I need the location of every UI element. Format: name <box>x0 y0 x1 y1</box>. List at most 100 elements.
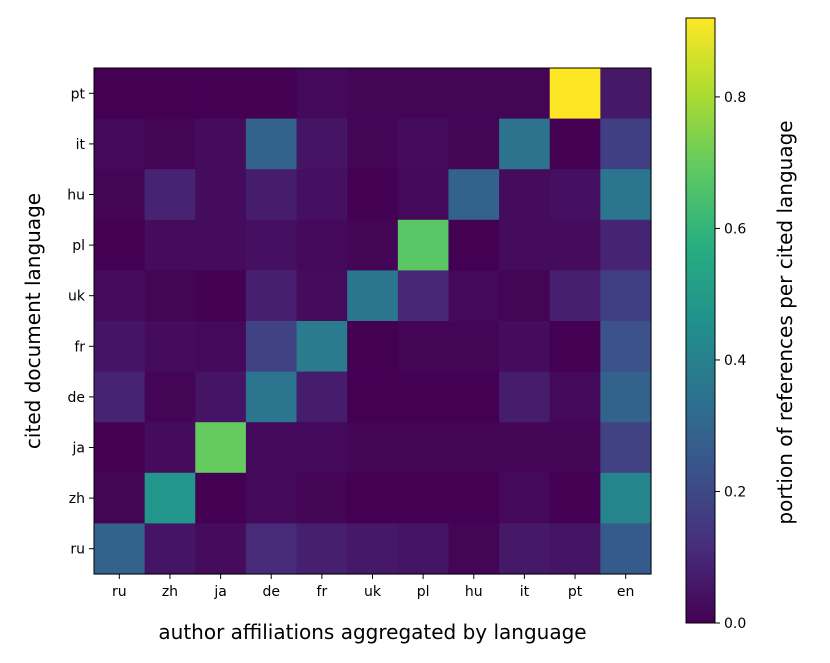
cell-ja-pt <box>549 422 601 474</box>
cell-fr-zh <box>144 321 196 373</box>
y-tick-label-pt: pt <box>71 86 86 102</box>
cell-ru-it <box>499 523 551 575</box>
cell-hu-pt <box>549 169 601 221</box>
cell-pl-de <box>245 219 298 271</box>
cell-de-pt <box>549 371 601 423</box>
x-tick-label-en: en <box>617 584 635 600</box>
cell-pl-fr <box>296 219 348 271</box>
cell-it-ja <box>195 118 247 170</box>
cell-pt-it <box>499 68 551 120</box>
cell-pl-it <box>499 219 551 271</box>
cell-ja-ja <box>195 422 247 474</box>
x-tick-label-fr: fr <box>317 584 328 600</box>
colorbar-tick-label-0.4: 0.4 <box>724 353 746 369</box>
cell-uk-pt <box>549 270 601 322</box>
cell-pl-pl <box>397 219 450 271</box>
cell-ru-de <box>245 523 298 575</box>
x-tick-label-pt: pt <box>568 584 583 600</box>
cell-pt-ja <box>195 68 247 120</box>
cell-ja-ru <box>94 422 146 474</box>
cell-ru-ja <box>195 523 247 575</box>
cell-ru-pl <box>397 523 450 575</box>
cell-ja-uk <box>347 422 399 474</box>
cell-zh-it <box>499 472 551 524</box>
cell-fr-fr <box>296 321 348 373</box>
cell-it-fr <box>296 118 348 170</box>
cell-pt-pl <box>397 68 450 120</box>
x-axis-label: author affiliations aggregated by langua… <box>158 620 586 644</box>
cell-ru-pt <box>549 523 601 575</box>
y-tick-label-fr: fr <box>74 339 85 355</box>
colorbar-tick-label-0.8: 0.8 <box>724 90 746 106</box>
cell-fr-pl <box>397 321 450 373</box>
x-axis-ticks: ru zh ja de fr uk pl hu it pt en <box>112 574 634 600</box>
cell-de-uk <box>347 371 399 423</box>
cell-de-zh <box>144 371 196 423</box>
cell-pt-fr <box>296 68 348 120</box>
cell-it-de <box>245 118 298 170</box>
cell-fr-it <box>499 321 551 373</box>
cell-zh-pt <box>549 472 601 524</box>
y-tick-label-it: it <box>76 137 86 153</box>
cell-uk-hu <box>448 270 500 322</box>
cell-hu-ja <box>195 169 247 221</box>
cell-ru-zh <box>144 523 196 575</box>
cell-pl-ja <box>195 219 247 271</box>
cell-de-hu <box>448 371 500 423</box>
cell-pt-en <box>600 68 652 120</box>
cell-uk-ru <box>94 270 146 322</box>
cell-hu-pl <box>397 169 450 221</box>
colorbar-label: portion of references per cited language <box>773 120 797 524</box>
cell-zh-ja <box>195 472 247 524</box>
colorbar-ticks: 0.0 0.2 0.4 0.6 0.8 <box>715 90 746 632</box>
cell-hu-it <box>499 169 551 221</box>
y-tick-label-zh: zh <box>69 491 85 507</box>
cell-ja-zh <box>144 422 196 474</box>
cell-zh-pl <box>397 472 450 524</box>
cell-pt-hu <box>448 68 500 120</box>
cell-ja-pl <box>397 422 450 474</box>
x-tick-label-ja: ja <box>213 584 226 600</box>
y-tick-label-ru: ru <box>70 542 85 558</box>
cell-de-ru <box>94 371 146 423</box>
cell-zh-fr <box>296 472 348 524</box>
cell-zh-ru <box>94 472 146 524</box>
cell-it-uk <box>347 118 399 170</box>
cell-zh-uk <box>347 472 399 524</box>
cell-zh-en <box>600 472 652 524</box>
cell-ja-fr <box>296 422 348 474</box>
x-tick-label-hu: hu <box>465 584 483 600</box>
cell-it-hu <box>448 118 500 170</box>
cell-fr-pt <box>549 321 601 373</box>
y-tick-label-pl: pl <box>72 238 85 254</box>
x-tick-label-it: it <box>520 584 530 600</box>
cell-zh-zh <box>144 472 196 524</box>
cell-fr-uk <box>347 321 399 373</box>
cell-fr-ja <box>195 321 247 373</box>
colorbar-tick-label-0.6: 0.6 <box>724 221 746 237</box>
cell-ru-fr <box>296 523 348 575</box>
cell-ja-en <box>600 422 652 474</box>
cell-pt-ru <box>94 68 146 120</box>
cell-de-ja <box>195 371 247 423</box>
cell-de-pl <box>397 371 450 423</box>
cell-pl-ru <box>94 219 146 271</box>
cell-it-zh <box>144 118 196 170</box>
cell-de-de <box>245 371 298 423</box>
cell-pt-pt <box>549 68 601 120</box>
cell-ja-de <box>245 422 298 474</box>
cell-zh-hu <box>448 472 500 524</box>
cell-uk-uk <box>347 270 399 322</box>
cell-ru-hu <box>448 523 500 575</box>
cell-zh-de <box>245 472 298 524</box>
cell-pt-zh <box>144 68 196 120</box>
colorbar-tick-label-0.0: 0.0 <box>724 616 746 632</box>
cell-uk-pl <box>397 270 450 322</box>
cell-hu-uk <box>347 169 399 221</box>
y-axis-label: cited document language <box>21 193 45 449</box>
cell-de-en <box>600 371 652 423</box>
cell-uk-it <box>499 270 551 322</box>
cell-de-fr <box>296 371 348 423</box>
